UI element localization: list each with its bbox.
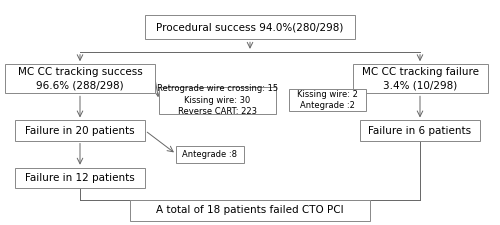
FancyBboxPatch shape xyxy=(130,200,370,220)
FancyBboxPatch shape xyxy=(15,120,145,141)
Text: Antegrade :8: Antegrade :8 xyxy=(182,150,238,159)
Text: Procedural success 94.0%(280/298): Procedural success 94.0%(280/298) xyxy=(156,22,344,32)
Text: Failure in 12 patients: Failure in 12 patients xyxy=(25,173,135,183)
Text: Failure in 6 patients: Failure in 6 patients xyxy=(368,126,472,135)
FancyBboxPatch shape xyxy=(15,168,145,188)
FancyBboxPatch shape xyxy=(360,120,480,141)
Text: MC CC tracking success
96.6% (288/298): MC CC tracking success 96.6% (288/298) xyxy=(18,67,142,90)
Text: Kissing wire: 2
Antegrade :2: Kissing wire: 2 Antegrade :2 xyxy=(297,90,358,110)
FancyBboxPatch shape xyxy=(159,87,276,114)
FancyBboxPatch shape xyxy=(352,64,488,93)
Text: Retrograde wire crossing: 15
Kissing wire: 30
Reverse CART: 223: Retrograde wire crossing: 15 Kissing wir… xyxy=(157,84,278,116)
FancyBboxPatch shape xyxy=(176,146,244,162)
Text: A total of 18 patients failed CTO PCI: A total of 18 patients failed CTO PCI xyxy=(156,205,344,215)
Text: MC CC tracking failure
3.4% (10/298): MC CC tracking failure 3.4% (10/298) xyxy=(362,67,478,90)
Text: Failure in 20 patients: Failure in 20 patients xyxy=(25,126,135,135)
FancyBboxPatch shape xyxy=(145,15,355,39)
FancyBboxPatch shape xyxy=(289,89,366,111)
FancyBboxPatch shape xyxy=(5,64,155,93)
